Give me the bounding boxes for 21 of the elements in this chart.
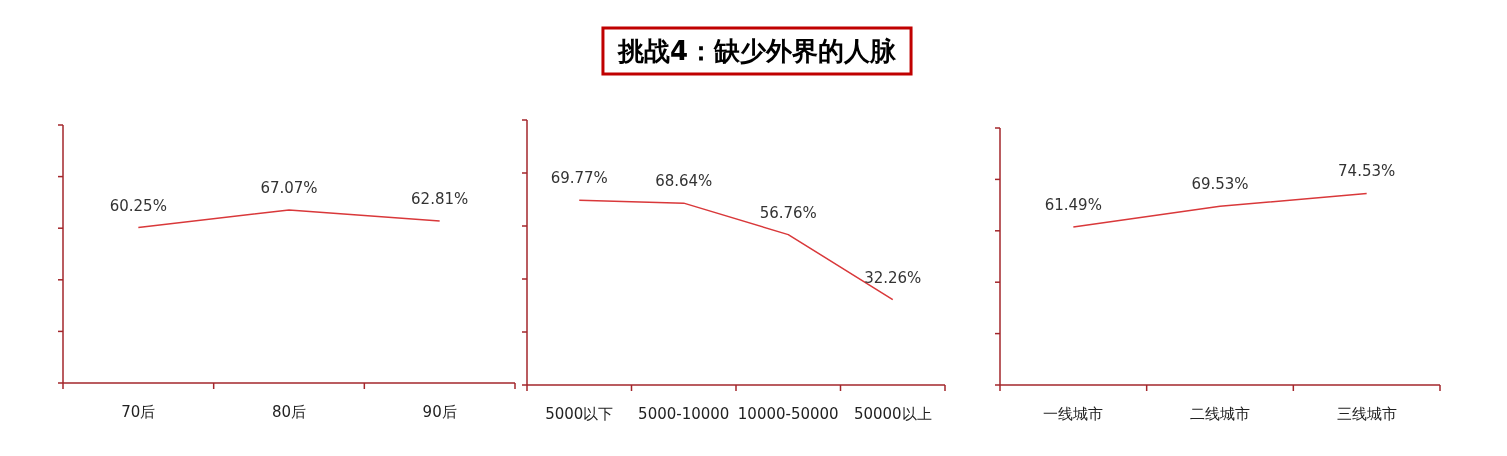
x-tick-label: 二线城市 bbox=[1190, 405, 1250, 423]
data-label: 32.26% bbox=[864, 268, 922, 287]
x-tick-label: 5000以下 bbox=[545, 405, 614, 423]
data-label: 61.49% bbox=[1044, 196, 1102, 214]
x-tick-label: 10000-50000 bbox=[737, 405, 839, 423]
x-tick-label: 50000以上 bbox=[853, 405, 932, 423]
data-label: 67.07% bbox=[260, 178, 318, 197]
data-label: 69.53% bbox=[1191, 175, 1249, 194]
x-tick-label: 一线城市 bbox=[1043, 405, 1104, 423]
x-tick-label: 三线城市 bbox=[1336, 405, 1397, 423]
data-label: 56.76% bbox=[759, 203, 817, 222]
data-label: 68.64% bbox=[655, 172, 713, 191]
text: 挑战4：缺少外界的人脉 bbox=[616, 36, 898, 66]
x-tick-label: 70后 bbox=[121, 403, 156, 421]
data-label: 60.25% bbox=[109, 196, 167, 215]
x-tick-label: 90后 bbox=[422, 403, 457, 421]
x-tick-label: 5000-10000 bbox=[638, 405, 730, 423]
data-label: 62.81% bbox=[411, 189, 469, 208]
data-label: 69.77% bbox=[550, 169, 608, 188]
x-tick-label: 80后 bbox=[271, 403, 307, 421]
data-label: 74.53% bbox=[1338, 162, 1396, 181]
